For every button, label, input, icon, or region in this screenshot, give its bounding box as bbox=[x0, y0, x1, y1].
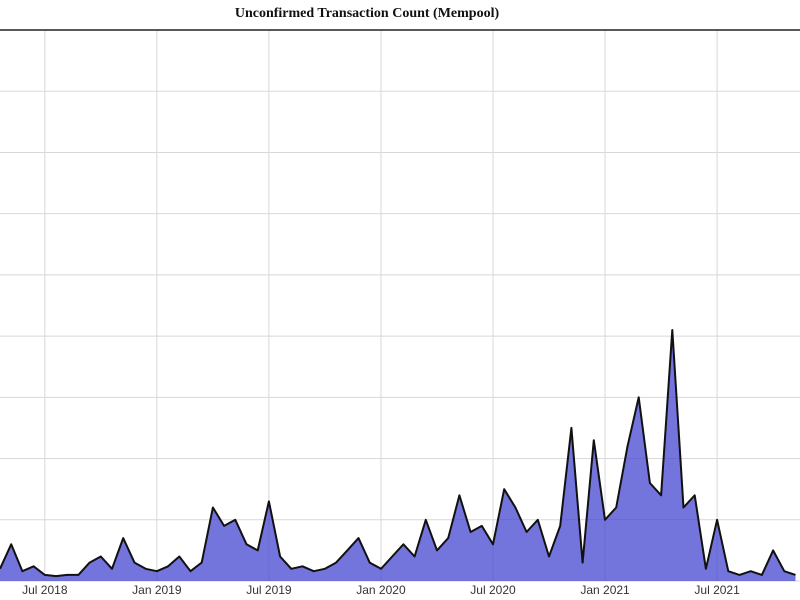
x-tick-label: Jan 2020 bbox=[356, 583, 406, 597]
x-tick-label: Jan 2021 bbox=[580, 583, 630, 597]
x-tick-label: Jul 2018 bbox=[22, 583, 68, 597]
plot bbox=[0, 329, 796, 581]
x-tick-label: Jul 2021 bbox=[694, 583, 740, 597]
x-tick-label: Jul 2020 bbox=[470, 583, 516, 597]
x-tick-label: Jan 2019 bbox=[132, 583, 182, 597]
grid bbox=[0, 29, 800, 582]
line bbox=[0, 329, 796, 578]
area bbox=[0, 330, 796, 581]
x-tick-label: Jul 2019 bbox=[246, 583, 292, 597]
chart-title: Unconfirmed Transaction Count (Mempool) bbox=[235, 6, 500, 21]
